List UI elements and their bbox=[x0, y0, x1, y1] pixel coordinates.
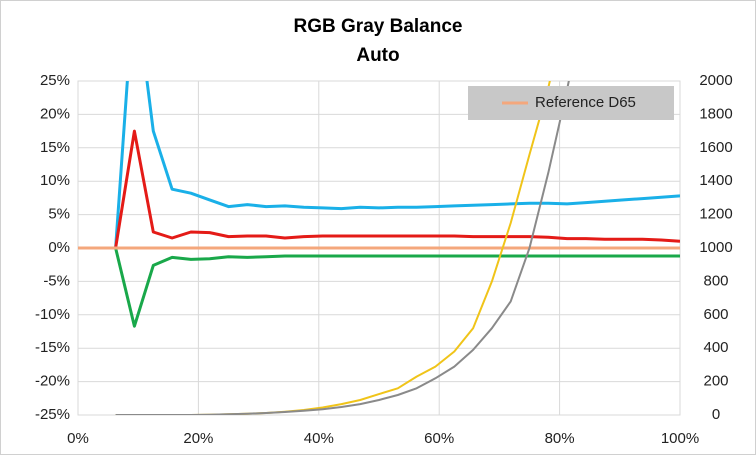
y-tick-label: -10% bbox=[35, 306, 70, 323]
chart-subtitle: Auto bbox=[356, 45, 399, 66]
legend-label: Reference D65 bbox=[535, 94, 636, 111]
chart-title: RGB Gray Balance bbox=[294, 16, 463, 37]
y2-tick-label: 2000 bbox=[699, 72, 732, 89]
x-tick-label: 80% bbox=[545, 430, 575, 447]
y-tick-label: 25% bbox=[40, 72, 70, 89]
series-line bbox=[114, 247, 680, 328]
y-tick-label: -5% bbox=[43, 272, 70, 289]
y2-tick-label: 400 bbox=[703, 339, 728, 356]
plot-area bbox=[78, 81, 680, 415]
y2-tick-label: 600 bbox=[703, 306, 728, 323]
y2-tick-label: 1000 bbox=[699, 239, 732, 256]
y-tick-label: 5% bbox=[48, 206, 70, 223]
y-tick-label: -20% bbox=[35, 373, 70, 390]
y2-tick-label: 800 bbox=[703, 272, 728, 289]
y2-tick-label: 1800 bbox=[699, 105, 732, 122]
x-tick-label: 60% bbox=[424, 430, 454, 447]
legend: Reference D65 bbox=[468, 86, 674, 120]
x-tick-label: 40% bbox=[304, 430, 334, 447]
x-tick-label: 20% bbox=[183, 430, 213, 447]
y-tick-label: 20% bbox=[40, 105, 70, 122]
series-line bbox=[114, 129, 680, 249]
y-tick-label: 0% bbox=[48, 239, 70, 256]
y-tick-label: 10% bbox=[40, 172, 70, 189]
series-line bbox=[115, 81, 570, 415]
y2-tick-label: 1400 bbox=[699, 172, 732, 189]
y-tick-label: -25% bbox=[35, 406, 70, 423]
axes: -25% -20% -15% -10% -5% 0% 5% 10% 15% 20% 25% 0 200 4… bbox=[35, 72, 733, 447]
x-tick-label: 100% bbox=[661, 430, 699, 447]
series-line bbox=[115, 81, 551, 415]
series-line bbox=[114, 81, 680, 249]
y-tick-label: -15% bbox=[35, 339, 70, 356]
y2-tick-label: 1200 bbox=[699, 206, 732, 223]
y-tick-label: 15% bbox=[40, 139, 70, 156]
x-tick-label: 0% bbox=[67, 430, 89, 447]
y2-tick-label: 1600 bbox=[699, 139, 732, 156]
y2-tick-label: 200 bbox=[703, 373, 728, 390]
y2-tick-label: 0 bbox=[712, 406, 720, 423]
